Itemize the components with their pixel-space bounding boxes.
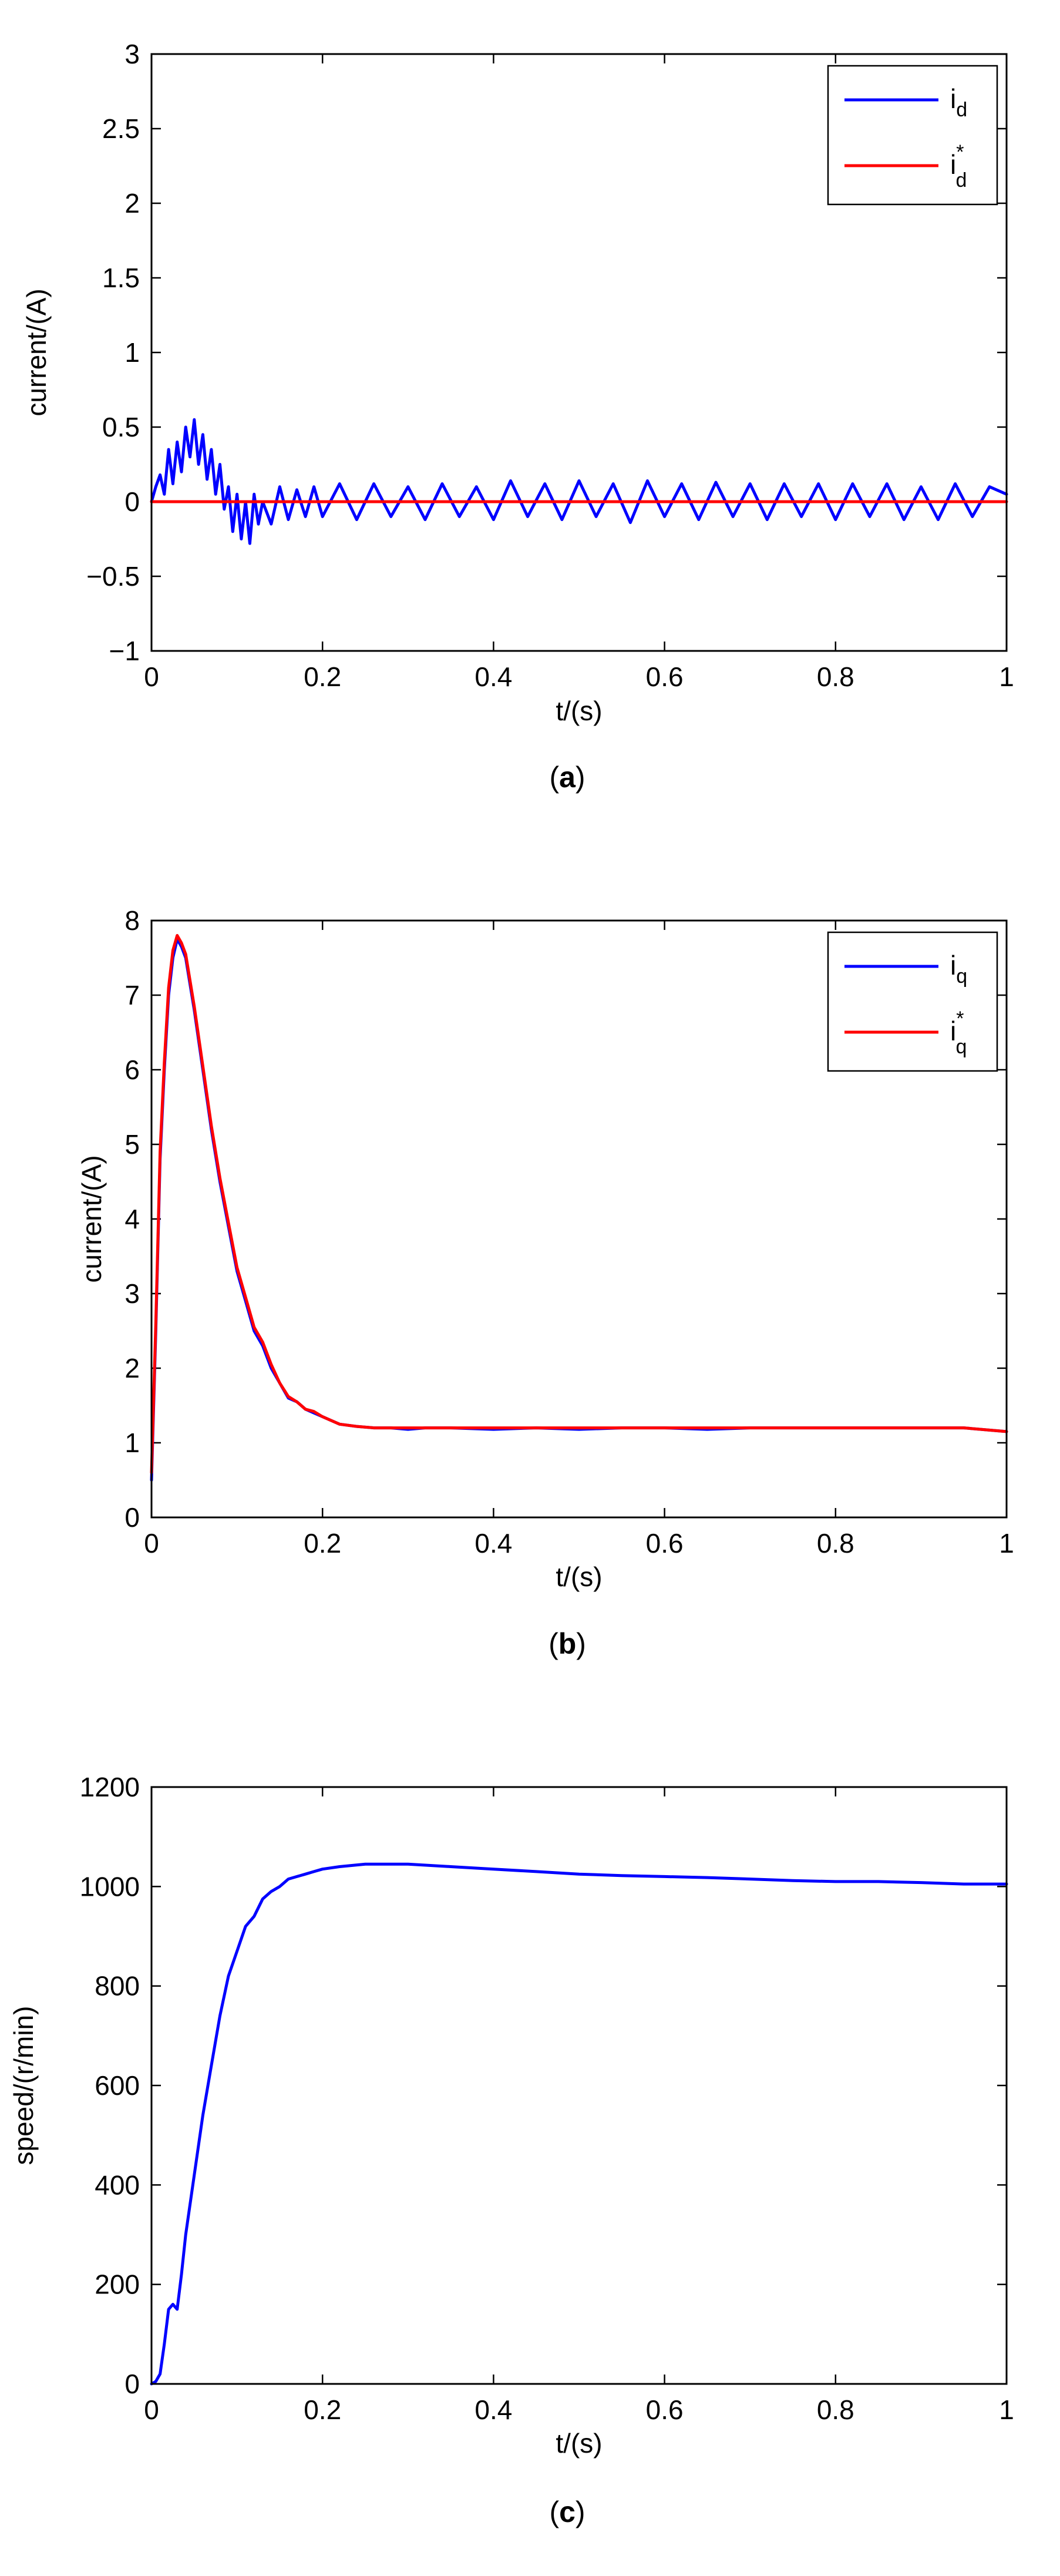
chart-c-ytick-label: 1000: [80, 1871, 140, 1902]
chart-a: 0 0.2 0.4 0.6 0.8 1 −1 −0.5 0 0.5 1 1.5 …: [21, 39, 1014, 794]
chart-c-xtick-labels: 0 0.2 0.4 0.6 0.8 1: [144, 2394, 1014, 2425]
chart-b-xtick-label: 0.2: [304, 1528, 341, 1559]
chart-a-legend: id i* d: [827, 65, 998, 206]
chart-b-ytick-label: 6: [124, 1054, 140, 1085]
chart-b-ytick-label: 3: [124, 1278, 140, 1309]
chart-c-caption: (c): [549, 2496, 585, 2528]
chart-b-ytick-labels: 0 1 2 3 4 5 6 7 8: [124, 905, 140, 1533]
chart-a-xtick-label: 0.8: [817, 661, 854, 692]
chart-b-y-axis-label: current/(A): [76, 1155, 107, 1282]
chart-c-plot-frame: [150, 1786, 1008, 2385]
chart-b-series-1: [150, 933, 1008, 1475]
chart-b-ytick-label: 8: [124, 905, 140, 936]
chart-a-ytick-label: 0.5: [102, 412, 140, 442]
chart-b-legend-label-iq: iq: [950, 950, 967, 988]
chart-b-xtick-labels: 0 0.2 0.4 0.6 0.8 1: [144, 1528, 1014, 1559]
chart-c-ticks: [150, 1786, 1008, 2385]
chart-b: 0 0.2 0.4 0.6 0.8 1 0 1 2 3 4 5 6 7 8 t/…: [76, 905, 1014, 1660]
chart-c-ytick-label: 600: [95, 2070, 140, 2101]
chart-c-series-group: [150, 1862, 1008, 2386]
chart-b-xtick-label: 1: [999, 1528, 1014, 1559]
chart-b-ytick-label: 2: [124, 1353, 140, 1383]
chart-a-ytick-label: 0: [124, 486, 140, 517]
chart-c-xtick-label: 1: [999, 2394, 1014, 2425]
chart-c-ytick-label: 400: [95, 2169, 140, 2200]
chart-b-legend-entry-iq: iq: [844, 950, 967, 988]
chart-a-ytick-label: 3: [124, 39, 140, 69]
chart-a-ytick-labels: −1 −0.5 0 0.5 1 1.5 2 2.5 3: [86, 39, 140, 666]
chart-a-legend-box: [827, 65, 998, 206]
chart-c-series-0: [150, 1862, 1008, 2386]
chart-a-xtick-label: 0.2: [304, 661, 341, 692]
chart-a-caption: (a): [549, 761, 585, 794]
chart-c-xtick-label: 0: [144, 2394, 159, 2425]
chart-a-y-axis-label: current/(A): [21, 288, 52, 416]
chart-c-xtick-label: 0.2: [304, 2394, 341, 2425]
chart-c-ytick-label: 0: [124, 2369, 140, 2399]
chart-a-series-group: [150, 418, 1008, 545]
chart-a-plot-frame: [150, 53, 1008, 652]
chart-c-ytick-labels: 0 200 400 600 800 1000 1200: [80, 1772, 140, 2399]
chart-b-legend: iq i* q: [827, 931, 998, 1072]
chart-c-xtick-label: 0.8: [817, 2394, 854, 2425]
chart-b-ytick-label: 4: [124, 1204, 140, 1234]
chart-b-x-axis-label: t/(s): [556, 1561, 602, 1592]
chart-b-legend-entry-iq-ref: i* q: [844, 1007, 967, 1058]
chart-b-xtick-label: 0.6: [646, 1528, 684, 1559]
chart-a-xtick-labels: 0 0.2 0.4 0.6 0.8 1: [144, 661, 1014, 692]
chart-a-legend-label-id: id: [950, 83, 967, 121]
chart-c: 0 0.2 0.4 0.6 0.8 1 0 200 400 600 800 10…: [8, 1772, 1014, 2528]
chart-a-ytick-label: −1: [109, 636, 140, 666]
chart-a-legend-entry-id: id: [844, 83, 967, 121]
chart-a-xtick-label: 0: [144, 661, 159, 692]
chart-a-x-axis-label: t/(s): [556, 696, 602, 726]
chart-c-ytick-label: 1200: [80, 1772, 140, 1802]
chart-a-ytick-label: −0.5: [86, 561, 140, 592]
chart-a-series-0: [150, 418, 1008, 545]
chart-b-ytick-label: 5: [124, 1129, 140, 1160]
chart-c-xtick-label: 0.6: [646, 2394, 684, 2425]
chart-c-xtick-label: 0.4: [475, 2394, 512, 2425]
chart-b-legend-label-iq-ref: i* q: [950, 1007, 967, 1058]
chart-a-ytick-label: 1: [124, 337, 140, 368]
chart-c-x-axis-label: t/(s): [556, 2428, 602, 2459]
chart-c-ytick-label: 800: [95, 1971, 140, 2001]
chart-a-ytick-label: 2: [124, 188, 140, 219]
chart-c-ytick-label: 200: [95, 2269, 140, 2300]
chart-c-y-axis-label: speed/(r/min): [8, 2006, 39, 2165]
chart-a-xtick-label: 0.4: [475, 661, 512, 692]
chart-a-legend-entry-id-ref: i* d: [844, 141, 967, 192]
chart-b-legend-box: [827, 931, 998, 1072]
chart-a-ytick-label: 2.5: [102, 113, 140, 144]
chart-b-ytick-label: 0: [124, 1502, 140, 1533]
chart-b-xtick-label: 0.8: [817, 1528, 854, 1559]
chart-b-xtick-label: 0: [144, 1528, 159, 1559]
chart-a-xtick-label: 1: [999, 661, 1014, 692]
chart-b-plot-frame: [150, 919, 1008, 1519]
chart-b-xtick-label: 0.4: [475, 1528, 512, 1559]
chart-a-legend-label-id-ref: i* d: [950, 141, 967, 192]
chart-b-ytick-label: 7: [124, 980, 140, 1010]
chart-b-ytick-label: 1: [124, 1428, 140, 1458]
chart-b-caption: (b): [548, 1627, 586, 1660]
chart-b-series-group: [150, 933, 1008, 1482]
chart-a-ytick-label: 1.5: [102, 263, 140, 293]
chart-a-xtick-label: 0.6: [646, 661, 684, 692]
